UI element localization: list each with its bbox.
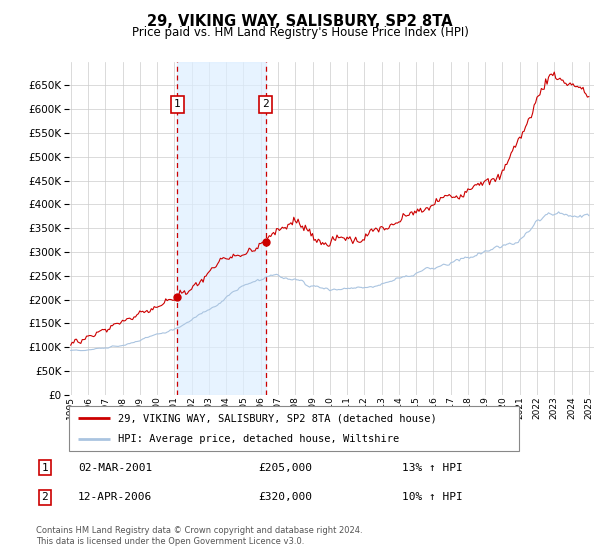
Text: 1: 1 <box>41 463 49 473</box>
Text: 29, VIKING WAY, SALISBURY, SP2 8TA: 29, VIKING WAY, SALISBURY, SP2 8TA <box>147 14 453 29</box>
Text: 12-APR-2006: 12-APR-2006 <box>78 492 152 502</box>
Text: HPI: Average price, detached house, Wiltshire: HPI: Average price, detached house, Wilt… <box>119 433 400 444</box>
Text: 10% ↑ HPI: 10% ↑ HPI <box>402 492 463 502</box>
Text: 02-MAR-2001: 02-MAR-2001 <box>78 463 152 473</box>
Text: £320,000: £320,000 <box>258 492 312 502</box>
Text: 1: 1 <box>174 100 181 109</box>
Text: 13% ↑ HPI: 13% ↑ HPI <box>402 463 463 473</box>
Text: 2: 2 <box>262 100 269 109</box>
Text: Price paid vs. HM Land Registry's House Price Index (HPI): Price paid vs. HM Land Registry's House … <box>131 26 469 39</box>
Text: 29, VIKING WAY, SALISBURY, SP2 8TA (detached house): 29, VIKING WAY, SALISBURY, SP2 8TA (deta… <box>119 413 437 423</box>
Bar <box>177 62 266 395</box>
Text: 2: 2 <box>41 492 49 502</box>
Text: £205,000: £205,000 <box>258 463 312 473</box>
Text: Contains HM Land Registry data © Crown copyright and database right 2024.
This d: Contains HM Land Registry data © Crown c… <box>36 526 362 546</box>
FancyBboxPatch shape <box>69 406 519 451</box>
